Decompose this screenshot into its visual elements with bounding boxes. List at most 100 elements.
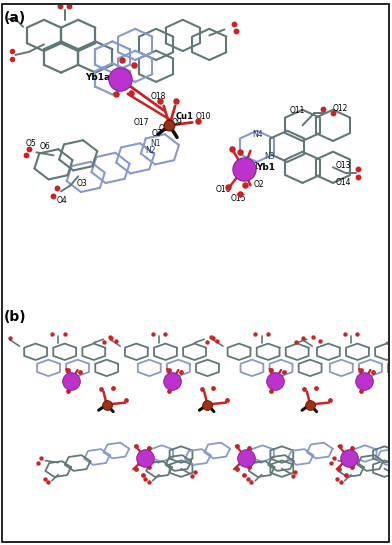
Text: Yb1a: Yb1a: [85, 73, 110, 82]
Point: [361, 377, 367, 385]
Point: [370, 367, 376, 376]
Point: [346, 453, 352, 462]
Point: [7, 334, 13, 342]
Text: O4: O4: [56, 196, 67, 205]
Point: [207, 333, 214, 342]
Point: [123, 396, 129, 404]
Point: [358, 366, 364, 374]
Point: [42, 474, 48, 483]
Point: [66, 2, 73, 10]
Point: [225, 183, 232, 192]
Point: [142, 453, 149, 462]
Text: N3: N3: [264, 152, 275, 161]
Point: [229, 145, 235, 154]
Point: [349, 463, 355, 471]
Text: O6: O6: [40, 142, 51, 152]
Text: O3: O3: [76, 179, 87, 189]
Point: [140, 470, 146, 479]
Point: [327, 396, 333, 404]
Point: [246, 167, 252, 176]
Text: O12: O12: [333, 104, 348, 113]
Point: [166, 121, 172, 130]
Point: [233, 464, 240, 473]
Point: [189, 471, 196, 480]
Point: [65, 386, 71, 395]
Point: [23, 151, 29, 160]
Point: [293, 338, 299, 347]
Text: Yb1: Yb1: [256, 163, 275, 172]
Point: [133, 442, 140, 451]
Point: [0, 338, 6, 347]
Point: [292, 468, 299, 477]
Point: [62, 329, 68, 338]
Text: O13: O13: [336, 161, 351, 171]
Point: [117, 75, 123, 83]
Point: [336, 464, 342, 473]
Point: [290, 471, 296, 480]
Point: [0, 11, 4, 20]
Point: [334, 474, 341, 483]
Point: [132, 464, 139, 473]
Point: [330, 109, 336, 118]
Text: N1: N1: [150, 139, 161, 148]
Text: O14: O14: [336, 178, 351, 187]
Point: [38, 454, 45, 463]
Point: [165, 366, 172, 374]
Point: [233, 27, 239, 35]
Point: [238, 458, 245, 467]
Point: [299, 334, 306, 342]
Point: [128, 89, 134, 98]
Text: Cu1: Cu1: [176, 112, 194, 122]
Point: [328, 458, 334, 467]
Point: [271, 377, 278, 385]
Point: [268, 386, 274, 395]
Point: [145, 463, 152, 471]
Point: [9, 47, 15, 56]
Point: [139, 454, 145, 463]
Point: [68, 377, 74, 385]
Text: N4: N4: [253, 130, 263, 139]
Point: [234, 442, 240, 451]
Text: O1: O1: [249, 162, 260, 171]
Point: [204, 400, 211, 409]
Point: [191, 468, 198, 477]
Text: O10: O10: [196, 112, 211, 122]
Text: N2: N2: [145, 146, 156, 155]
Text: (b): (b): [4, 310, 27, 324]
Text: (a): (a): [4, 11, 26, 26]
Point: [390, 385, 392, 393]
Point: [98, 385, 104, 393]
Point: [240, 165, 247, 173]
Point: [265, 329, 271, 338]
Text: O17: O17: [133, 118, 149, 127]
Point: [343, 470, 349, 479]
Point: [237, 190, 243, 199]
Point: [358, 386, 364, 395]
Point: [246, 444, 252, 452]
Point: [231, 20, 237, 28]
Point: [149, 329, 156, 338]
Point: [241, 470, 247, 479]
Point: [145, 478, 152, 487]
Point: [341, 329, 348, 338]
Point: [35, 458, 41, 467]
Point: [107, 333, 113, 342]
Point: [203, 338, 210, 347]
Text: O18: O18: [151, 92, 167, 101]
Text: O2: O2: [254, 180, 264, 189]
Point: [0, 18, 4, 27]
Point: [338, 478, 344, 487]
Point: [354, 165, 361, 173]
Point: [178, 367, 184, 376]
Point: [45, 478, 51, 487]
Text: O5: O5: [26, 140, 37, 148]
Point: [9, 54, 15, 63]
Point: [109, 384, 116, 393]
Point: [165, 386, 172, 395]
Point: [136, 458, 142, 467]
Point: [246, 463, 252, 471]
Point: [169, 377, 175, 385]
Point: [107, 334, 114, 342]
Point: [145, 444, 152, 452]
Point: [307, 400, 313, 409]
